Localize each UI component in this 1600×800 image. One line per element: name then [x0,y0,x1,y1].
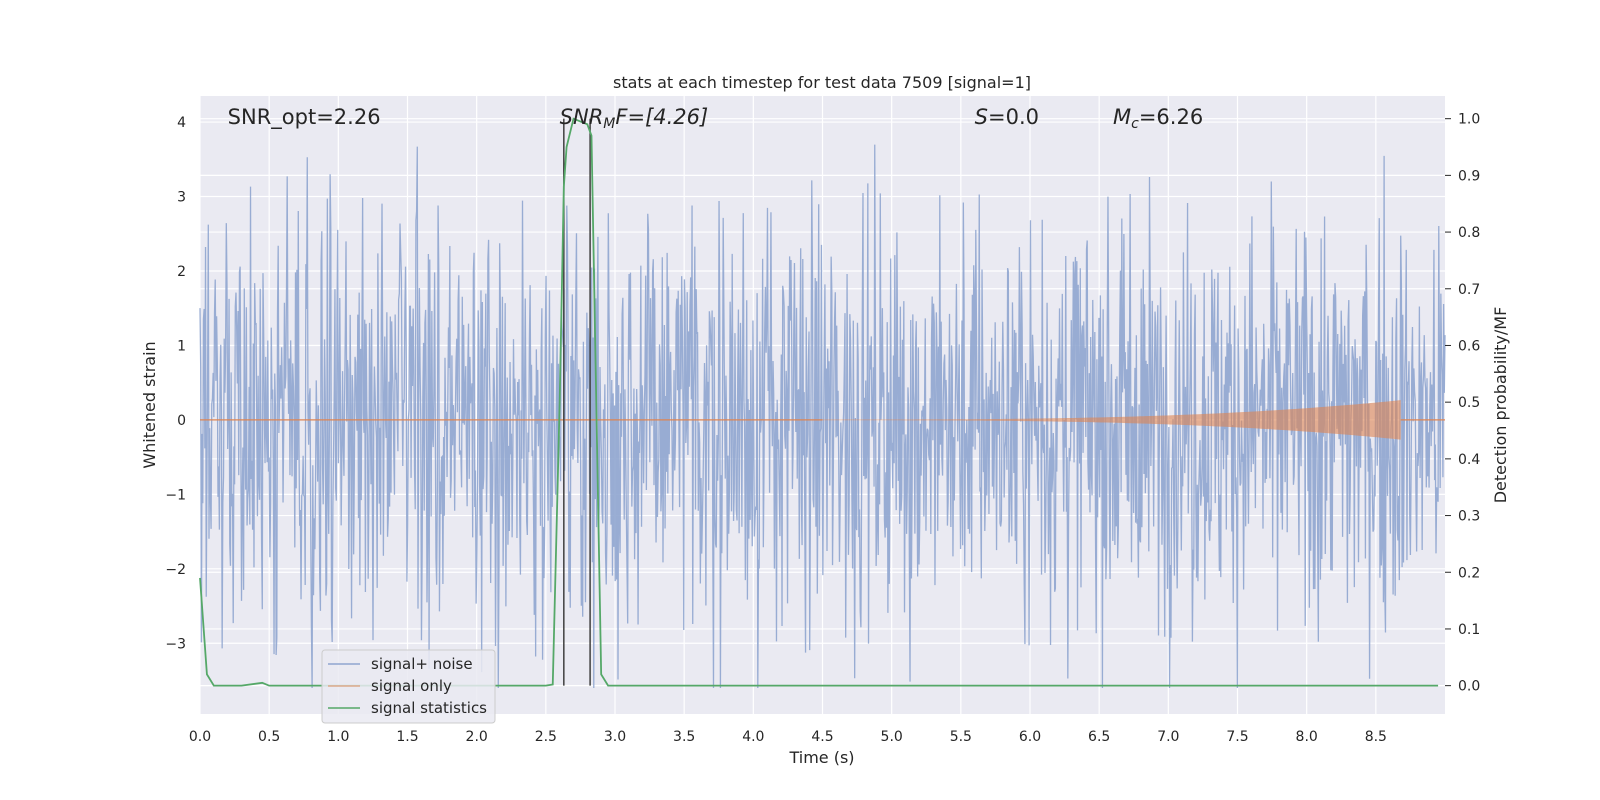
x-tick-label: 0.0 [189,729,211,745]
x-tick-label: 8.0 [1296,729,1318,745]
y-tick-label-right: 0.7 [1458,282,1480,298]
y-ticks-right: 0.0 0.1 0.2 0.3 0.4 0.5 0.6 0.7 0.8 0.9 1.0 [1445,112,1480,695]
x-tick-label: 2.5 [535,729,557,745]
y-tick-label: −2 [165,562,186,578]
x-axis-label: Time (s) [788,748,854,767]
x-tick-label: 1.5 [396,729,418,745]
legend-label-signal-plus-noise: signal+ noise [371,655,473,673]
x-tick-label: 5.5 [950,729,972,745]
y-tick-label-right: 0.8 [1458,225,1480,241]
y-tick-label: 3 [177,190,186,206]
annotation-snr-mf: SNRMF=[4.26] [560,105,709,132]
x-tick-label: 7.0 [1157,729,1179,745]
annotation-snr-opt: SNR_opt=2.26 [228,105,381,130]
x-tick-label: 3.5 [673,729,695,745]
x-tick-label: 0.5 [258,729,280,745]
signal-plus-noise-line [199,144,1446,688]
y-tick-label-right: 0.2 [1458,565,1480,581]
y-tick-label-right: 0.3 [1458,509,1480,525]
y-tick-label-right: 0.1 [1458,622,1480,638]
y-tick-label: 0 [177,413,186,429]
y-tick-label-right: 1.0 [1458,112,1480,128]
legend-label-signal-only: signal only [371,677,452,695]
y-tick-label-right: 0.9 [1458,168,1480,184]
y-tick-label-right: 0.0 [1458,679,1480,695]
y-tick-label: 2 [177,264,186,280]
x-tick-label: 4.0 [742,729,764,745]
y-tick-label-right: 0.6 [1458,338,1480,354]
signal-only-chirp [822,400,1401,440]
x-tick-label: 8.5 [1365,729,1387,745]
x-tick-label: 1.0 [327,729,349,745]
y-axis-label-left: Whitened strain [140,341,159,468]
annotation-s: S=0.0 [975,105,1039,129]
annotations: SNR_opt=2.26 SNRMF=[4.26] S=0.0 Mc=6.26 [228,105,1204,132]
x-tick-label: 6.5 [1088,729,1110,745]
legend-box [321,649,496,724]
x-tick-label: 2.0 [466,729,488,745]
x-tick-label: 5.0 [881,729,903,745]
x-ticks: 0.0 0.5 1.0 1.5 2.0 2.5 3.0 3.5 4.0 4.5 5.0 5.5 6.0 6… [189,729,1387,745]
y-axis-label-right: Detection probability/MF [1491,307,1510,504]
legend: signal+ noise signal only signal statist… [321,649,496,724]
y-tick-label: 4 [177,115,186,131]
y-ticks-left: −3 −2 −1 0 1 2 3 4 [165,115,186,652]
x-tick-label: 3.0 [604,729,626,745]
y-tick-label: −3 [165,636,186,652]
series-signal-plus-noise [199,144,1446,688]
series-signal-only [200,400,1445,440]
x-tick-label: 7.5 [1226,729,1248,745]
chart-title: stats at each timestep for test data 750… [613,73,1031,92]
legend-label-signal-statistics: signal statistics [371,699,487,717]
y-tick-label-right: 0.5 [1458,395,1480,411]
y-tick-label-right: 0.4 [1458,452,1480,468]
annotation-mc: Mc=6.26 [1113,105,1203,132]
y-tick-label: −1 [165,487,186,503]
y-tick-label: 1 [177,338,186,354]
signal-statistics-line [199,117,1439,687]
x-tick-label: 6.0 [1019,729,1041,745]
x-tick-label: 4.5 [811,729,833,745]
series-signal-statistics [199,117,1439,687]
